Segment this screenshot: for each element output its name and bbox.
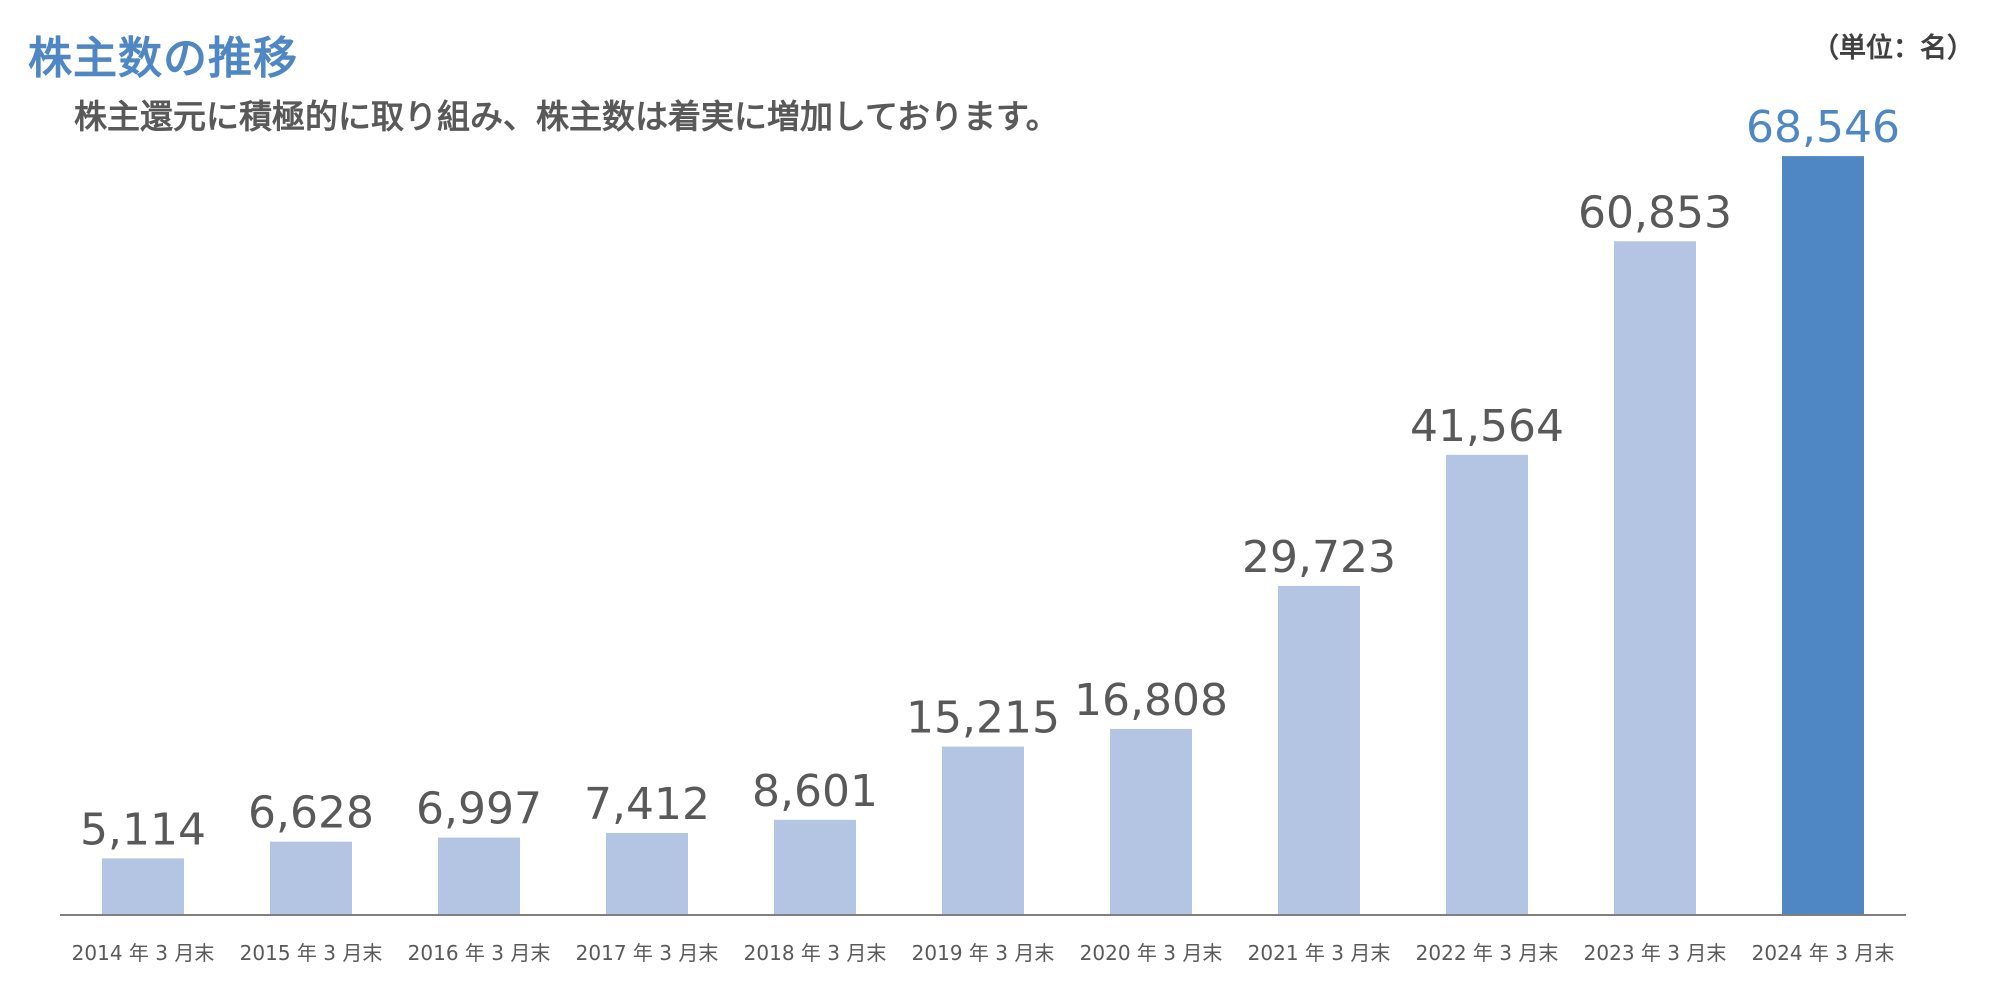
value-label-10: 68,546 xyxy=(1746,102,1900,153)
value-labels-group: 5,114 6,628 6,997 7,412 8,601 15,215 16,808 29,… xyxy=(80,102,1900,855)
value-label-6: 16,808 xyxy=(1074,675,1228,726)
category-label-10: 2024 年 3 月末 xyxy=(1752,941,1895,965)
value-label-5: 15,215 xyxy=(906,693,1060,744)
bar-3 xyxy=(606,832,688,915)
category-label-7: 2021 年 3 月末 xyxy=(1248,941,1391,965)
bar-4 xyxy=(774,819,856,915)
value-label-4: 8,601 xyxy=(752,766,878,817)
value-label-8: 41,564 xyxy=(1410,401,1564,452)
value-label-1: 6,628 xyxy=(248,788,374,839)
category-label-1: 2015 年 3 月末 xyxy=(240,941,383,965)
page-subtitle: 株主還元に積極的に取り組み、株主数は着実に増加しております。 xyxy=(74,97,1059,136)
value-label-0: 5,114 xyxy=(80,804,206,855)
value-label-3: 7,412 xyxy=(584,779,710,830)
bars-group xyxy=(102,156,1864,916)
page-title: 株主数の推移 xyxy=(28,33,298,84)
bar-9 xyxy=(1614,241,1696,915)
category-label-0: 2014 年 3 月末 xyxy=(72,941,215,965)
category-label-6: 2020 年 3 月末 xyxy=(1080,941,1223,965)
category-label-8: 2022 年 3 月末 xyxy=(1416,941,1559,965)
bar-6 xyxy=(1110,728,1192,915)
category-label-5: 2019 年 3 月末 xyxy=(912,941,1055,965)
bar-10 xyxy=(1782,156,1864,916)
bar-7 xyxy=(1278,585,1360,915)
bar-5 xyxy=(942,746,1024,915)
bar-8 xyxy=(1446,454,1528,915)
bar-2 xyxy=(438,837,520,915)
value-label-2: 6,997 xyxy=(416,784,542,835)
category-label-4: 2018 年 3 月末 xyxy=(744,941,887,965)
value-label-9: 60,853 xyxy=(1578,187,1732,238)
value-label-7: 29,723 xyxy=(1242,532,1396,583)
category-label-3: 2017 年 3 月末 xyxy=(576,941,719,965)
unit-label: （単位：名） xyxy=(1812,33,1974,64)
category-label-2: 2016 年 3 月末 xyxy=(408,941,551,965)
bar-1 xyxy=(270,841,352,915)
bar-0 xyxy=(102,858,184,915)
category-label-9: 2023 年 3 月末 xyxy=(1584,941,1727,965)
category-labels-group: 2014 年 3 月末 2015 年 3 月末 2016 年 3 月末 2017 年 … xyxy=(72,941,1895,965)
